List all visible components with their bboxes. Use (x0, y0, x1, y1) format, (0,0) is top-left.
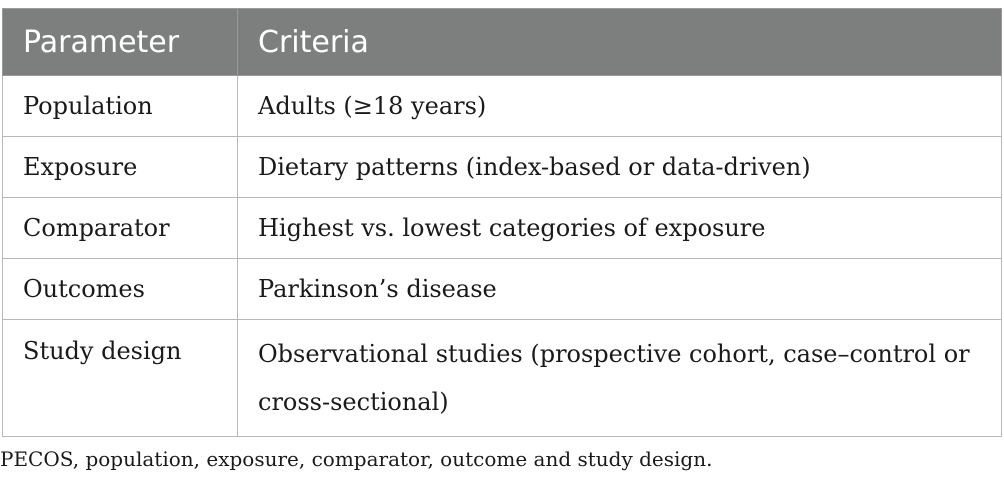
pecos-table: Parameter Criteria Population Adults (≥1… (2, 8, 1002, 437)
row-parameter: Population (2, 75, 238, 137)
table-row: Comparator Highest vs. lowest categories… (2, 197, 1002, 259)
row-parameter: Outcomes (2, 258, 238, 320)
row-criteria: Highest vs. lowest categories of exposur… (237, 197, 1002, 259)
row-criteria: Adults (≥18 years) (237, 75, 1002, 137)
row-parameter: Exposure (2, 136, 238, 198)
row-criteria: Observational studies (prospective cohor… (237, 319, 1002, 437)
row-criteria: Dietary patterns (index-based or data-dr… (237, 136, 1002, 198)
pecos-table-container: Parameter Criteria Population Adults (≥1… (2, 8, 1002, 437)
row-parameter: Study design (2, 319, 238, 437)
row-parameter: Comparator (2, 197, 238, 259)
table-header-row: Parameter Criteria (2, 8, 1002, 76)
header-parameter: Parameter (2, 8, 238, 76)
header-criteria: Criteria (237, 8, 1002, 76)
table-footnote: PECOS, population, exposure, comparator,… (0, 447, 713, 471)
table-row: Outcomes Parkinson’s disease (2, 258, 1002, 320)
table-row: Study design Observational studies (pros… (2, 319, 1002, 437)
row-criteria: Parkinson’s disease (237, 258, 1002, 320)
table-row: Population Adults (≥18 years) (2, 75, 1002, 137)
table-row: Exposure Dietary patterns (index-based o… (2, 136, 1002, 198)
